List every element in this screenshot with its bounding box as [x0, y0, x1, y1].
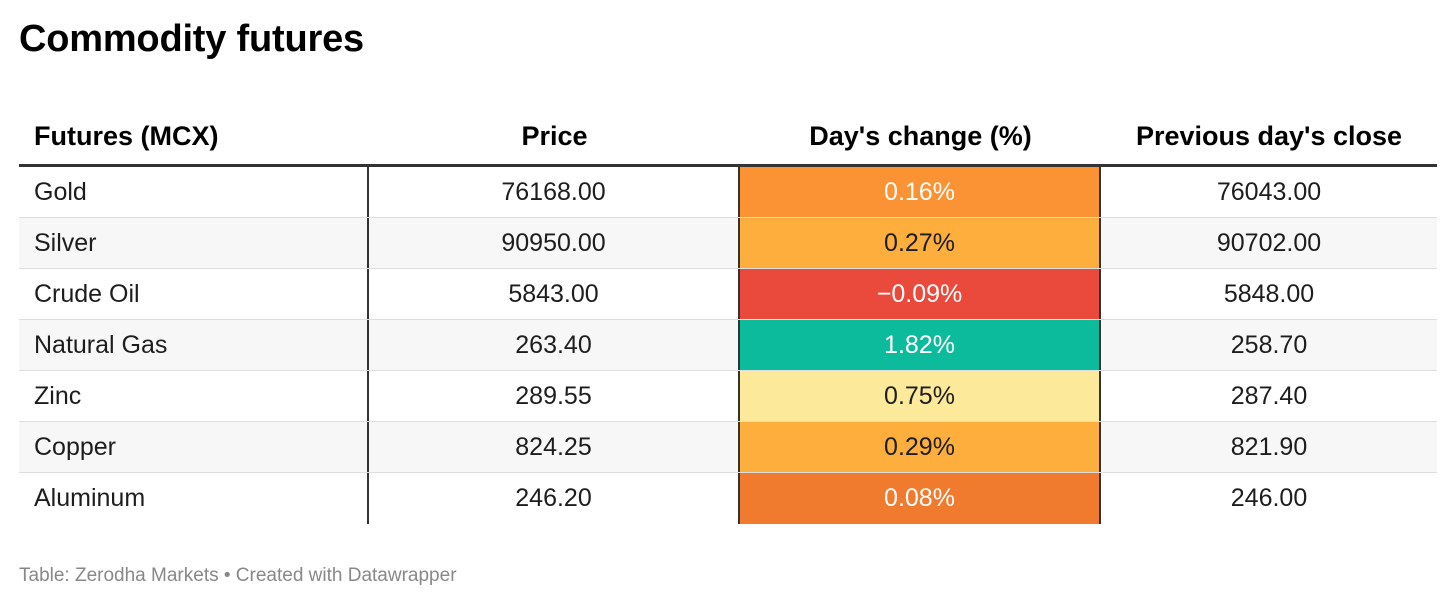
- commodity-table: Futures (MCX) Price Day's change (%) Pre…: [19, 106, 1437, 524]
- table-row: Crude Oil 5843.00 −0.09% 5848.00: [19, 269, 1437, 320]
- days-change-cell: −0.09%: [740, 269, 1101, 319]
- commodity-name-cell: Aluminum: [19, 473, 369, 524]
- table-row: Aluminum 246.20 0.08% 246.00: [19, 473, 1437, 524]
- previous-close-cell: 76043.00: [1216, 177, 1322, 206]
- price-cell: 76168.00: [369, 167, 740, 217]
- commodity-name-cell: Crude Oil: [19, 269, 369, 319]
- days-change-cell: 0.29%: [740, 422, 1101, 472]
- price-cell: 5843.00: [369, 269, 740, 319]
- table-header-row: Futures (MCX) Price Day's change (%) Pre…: [19, 106, 1437, 167]
- header-days-change[interactable]: Day's change (%): [809, 120, 1032, 151]
- price-cell: 90950.00: [369, 218, 740, 268]
- table-row: Silver 90950.00 0.27% 90702.00: [19, 218, 1437, 269]
- previous-close-cell: 90702.00: [1216, 228, 1322, 257]
- price-cell: 246.20: [369, 473, 740, 524]
- commodity-name-cell: Silver: [19, 218, 369, 268]
- table-row: Gold 76168.00 0.16% 76043.00: [19, 167, 1437, 218]
- previous-close-cell: 287.40: [1230, 381, 1308, 410]
- source-footer: Table: Zerodha Markets • Created with Da…: [19, 565, 457, 586]
- table-row: Natural Gas 263.40 1.82% 258.70: [19, 320, 1437, 371]
- table-row: Copper 824.25 0.29% 821.90: [19, 422, 1437, 473]
- previous-close-cell: 5848.00: [1223, 279, 1315, 308]
- table-title: Commodity futures: [19, 18, 364, 60]
- price-cell: 289.55: [369, 371, 740, 421]
- header-price[interactable]: Price: [521, 120, 588, 151]
- previous-close-cell: 821.90: [1230, 432, 1308, 461]
- days-change-cell: 1.82%: [740, 320, 1101, 370]
- days-change-cell: 0.27%: [740, 218, 1101, 268]
- previous-close-cell: 246.00: [1230, 484, 1308, 512]
- days-change-cell: 0.08%: [740, 473, 1101, 524]
- table-body: Gold 76168.00 0.16% 76043.00 Silver 90950.00 0…: [19, 167, 1437, 524]
- commodity-name-cell: Copper: [19, 422, 369, 472]
- price-cell: 824.25: [369, 422, 740, 472]
- days-change-cell: 0.75%: [740, 371, 1101, 421]
- commodity-name-cell: Natural Gas: [19, 320, 369, 370]
- days-change-cell: 0.16%: [740, 167, 1101, 217]
- commodity-name-cell: Gold: [19, 167, 369, 217]
- table-row: Zinc 289.55 0.75% 287.40: [19, 371, 1437, 422]
- price-cell: 263.40: [369, 320, 740, 370]
- previous-close-cell: 258.70: [1230, 330, 1308, 359]
- header-futures[interactable]: Futures (MCX): [34, 120, 219, 151]
- header-previous-close[interactable]: Previous day's close: [1135, 120, 1403, 151]
- commodity-name-cell: Zinc: [19, 371, 369, 421]
